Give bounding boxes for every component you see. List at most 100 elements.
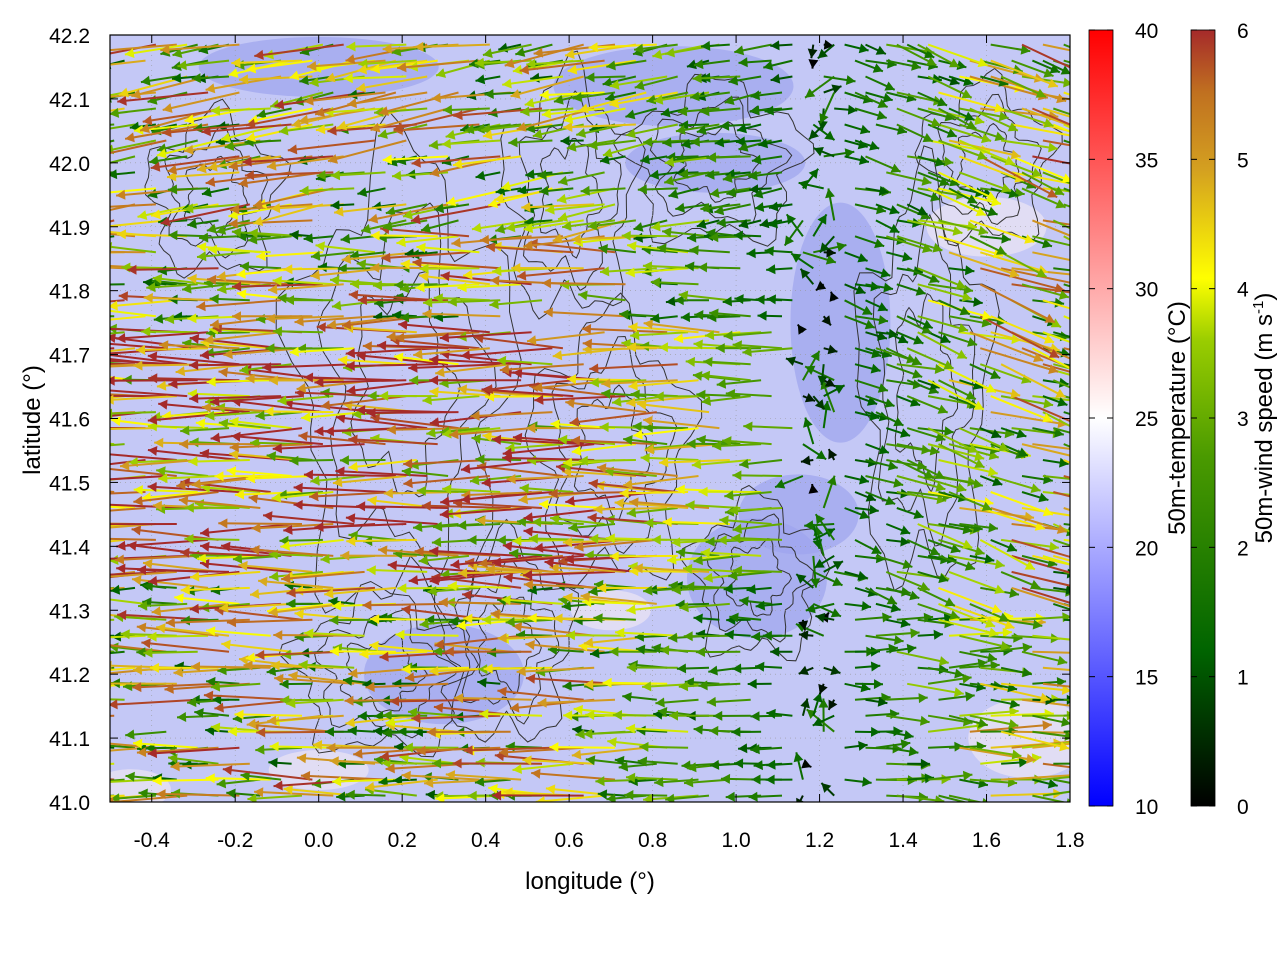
wind-arrowhead xyxy=(671,584,681,595)
wind-arrowhead xyxy=(75,390,84,400)
wind-vector xyxy=(449,427,532,436)
wind-arrowhead xyxy=(299,185,309,196)
wind-arrowhead xyxy=(95,554,104,564)
wind-arrowhead xyxy=(346,536,356,547)
wind-arrowhead xyxy=(408,575,419,585)
wind-arrowhead xyxy=(677,106,688,117)
wind-vector xyxy=(571,235,647,241)
wind-arrowhead xyxy=(994,584,1005,594)
wind-arrowhead xyxy=(160,216,171,227)
wind-arrowhead xyxy=(132,664,142,675)
wind-arrowhead xyxy=(869,141,880,151)
wind-arrowhead xyxy=(48,587,57,597)
wind-arrowhead xyxy=(705,169,715,180)
wind-vector xyxy=(176,475,261,487)
wind-vector xyxy=(429,570,522,583)
wind-arrowhead xyxy=(748,170,758,181)
wind-arrowhead xyxy=(239,364,249,375)
wind-arrowhead xyxy=(738,743,748,754)
wind-arrowhead xyxy=(242,156,252,167)
wind-vector xyxy=(136,746,219,754)
wind-arrowhead xyxy=(416,485,426,496)
wind-arrowhead xyxy=(251,523,261,533)
wind-vector xyxy=(526,331,605,343)
wind-arrowhead xyxy=(340,233,351,244)
wind-arrowhead xyxy=(471,222,482,233)
wind-vector xyxy=(917,523,973,549)
wind-arrowhead xyxy=(216,778,227,789)
wind-arrowhead xyxy=(621,230,631,241)
wind-vector xyxy=(525,643,605,653)
wind-vector xyxy=(396,235,459,245)
wind-arrowhead xyxy=(987,206,998,217)
wind-arrowhead xyxy=(475,123,485,134)
wind-arrowhead xyxy=(429,666,439,676)
wind-arrowhead xyxy=(266,666,277,676)
wind-arrowhead xyxy=(878,445,889,455)
wind-arrowhead xyxy=(165,617,175,628)
wind-vector xyxy=(110,43,177,52)
wind-arrowhead xyxy=(95,500,104,510)
wind-vector xyxy=(196,554,261,560)
wind-arrowhead xyxy=(92,305,102,315)
wind-arrowhead xyxy=(742,346,752,357)
wind-arrowhead xyxy=(1065,584,1070,595)
wind-arrowhead xyxy=(612,396,622,407)
wind-arrowhead xyxy=(415,282,425,293)
wind-arrowhead xyxy=(658,342,668,353)
wind-arrowhead xyxy=(732,565,742,576)
wind-vector xyxy=(310,475,365,483)
wind-arrowhead xyxy=(748,791,758,802)
wind-vector xyxy=(110,491,146,495)
wind-vector xyxy=(549,517,605,525)
wind-arrowhead xyxy=(414,41,424,52)
wind-arrowhead xyxy=(479,709,489,719)
wind-arrowhead xyxy=(644,517,654,528)
wind-vector xyxy=(938,618,999,636)
wind-vector xyxy=(293,486,386,493)
wind-arrowhead xyxy=(495,224,506,234)
wind-vector xyxy=(959,331,1022,342)
wind-arrowhead xyxy=(920,758,930,769)
wind-arrowhead xyxy=(737,123,747,134)
wind-arrowhead xyxy=(425,789,435,800)
colorbar-tick-label: 3 xyxy=(1237,408,1249,431)
wind-vector xyxy=(294,612,365,621)
wind-arrowhead xyxy=(348,290,359,300)
wind-arrowhead xyxy=(1057,397,1068,407)
wind-arrowhead xyxy=(929,546,940,556)
wind-vector xyxy=(512,624,595,637)
wind-arrowhead xyxy=(911,356,922,366)
wind-arrowhead xyxy=(89,233,99,243)
wind-arrowhead xyxy=(97,777,106,787)
wind-arrowhead xyxy=(1030,483,1041,493)
wind-vector xyxy=(272,279,334,286)
wind-arrowhead xyxy=(1039,692,1050,703)
wind-arrowhead xyxy=(409,375,419,386)
x-tick-label: -0.4 xyxy=(134,829,171,852)
wind-arrowhead xyxy=(413,727,423,737)
wind-arrowhead xyxy=(189,333,200,344)
wind-arrowhead xyxy=(1018,757,1029,768)
wind-arrowhead xyxy=(685,261,695,272)
wind-arrowhead xyxy=(819,113,829,124)
wind-arrowhead xyxy=(651,643,662,654)
wind-vector xyxy=(609,91,678,106)
wind-arrowhead xyxy=(220,132,231,143)
wind-arrowhead xyxy=(1080,396,1090,406)
wind-arrowhead xyxy=(477,677,487,688)
wind-vector xyxy=(141,330,198,334)
wind-arrowhead xyxy=(205,83,216,94)
wind-arrowhead xyxy=(298,431,308,442)
wind-arrowhead xyxy=(722,296,732,307)
wind-arrowhead xyxy=(348,434,358,445)
wind-arrowhead xyxy=(429,386,439,397)
wind-arrowhead xyxy=(987,466,998,477)
wind-arrowhead xyxy=(733,230,743,241)
wind-arrowhead xyxy=(821,783,832,793)
wind-arrowhead xyxy=(79,143,89,153)
wind-arrowhead xyxy=(836,242,847,252)
wind-arrowhead xyxy=(810,578,821,588)
wind-arrowhead xyxy=(254,787,264,798)
wind-vector xyxy=(497,634,574,640)
